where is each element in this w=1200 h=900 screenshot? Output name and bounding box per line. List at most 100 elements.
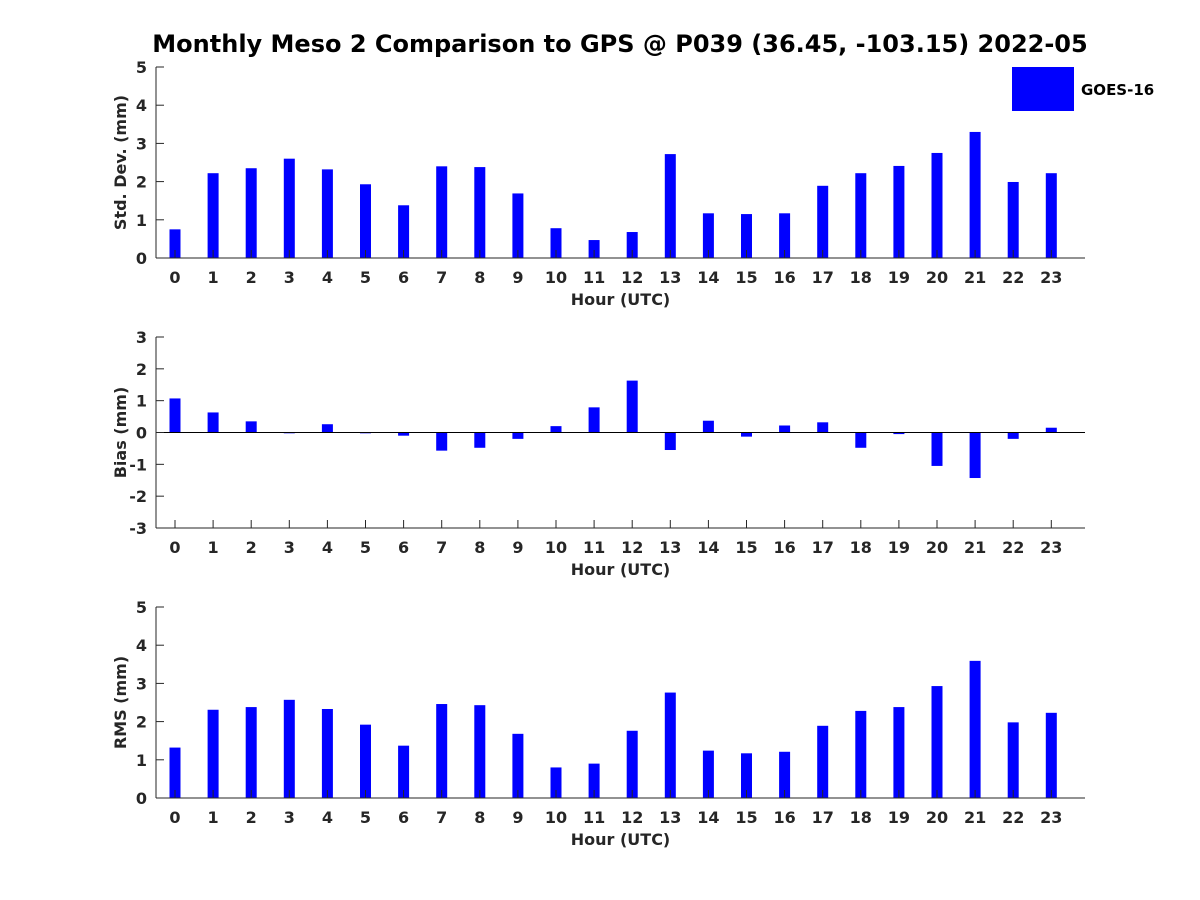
std-dev-bar-17 (817, 185, 829, 258)
rms-x-tick-label: 18 (850, 808, 872, 827)
bias-y-tick-label: -1 (129, 455, 147, 474)
bias-x-tick-label: 17 (812, 538, 834, 557)
std-dev-bar-21 (969, 131, 981, 258)
rms-x-tick-label: 1 (208, 808, 219, 827)
bias-x-tick-label: 1 (208, 538, 219, 557)
std-dev-x-tick-label: 13 (659, 268, 681, 287)
std-dev-bar-8 (474, 167, 486, 258)
bias-x-tick-label: 12 (621, 538, 643, 557)
std-dev-bar-0 (169, 229, 181, 258)
bias-x-tick-label: 8 (474, 538, 485, 557)
legend-label: GOES-16 (1081, 81, 1155, 99)
bias-x-tick-label: 22 (1002, 538, 1024, 557)
rms-y-tick-label: 5 (136, 598, 147, 617)
rms-bar-11 (588, 763, 600, 798)
bias-bar-7 (436, 432, 448, 451)
bias-x-tick-label: 23 (1040, 538, 1062, 557)
bias-bar-1 (207, 412, 219, 433)
rms-bar-13 (664, 692, 676, 798)
rms-x-tick-label: 20 (926, 808, 948, 827)
std-dev-bar-11 (588, 240, 600, 258)
bias-bar-13 (664, 432, 676, 451)
std-dev-bar-7 (436, 166, 448, 258)
rms-x-tick-label: 9 (512, 808, 523, 827)
rms-x-tick-label: 7 (436, 808, 447, 827)
rms-x-tick-label: 14 (697, 808, 719, 827)
std-dev-x-tick-label: 18 (850, 268, 872, 287)
std-dev-y-axis-label: Std. Dev. (mm) (111, 95, 130, 230)
bias-bar-23 (1045, 427, 1057, 433)
bias-bar-18 (855, 432, 867, 448)
rms-x-tick-label: 19 (888, 808, 910, 827)
rms-x-tick-label: 22 (1002, 808, 1024, 827)
bias-x-tick-label: 14 (697, 538, 719, 557)
std-dev-bar-4 (321, 169, 333, 258)
std-dev-x-tick-label: 9 (512, 268, 523, 287)
std-dev-x-tick-label: 19 (888, 268, 910, 287)
rms-x-tick-label: 12 (621, 808, 643, 827)
std-dev-x-tick-label: 22 (1002, 268, 1024, 287)
bias-x-tick-label: 11 (583, 538, 605, 557)
rms-x-tick-label: 15 (735, 808, 757, 827)
std-dev-x-tick-label: 7 (436, 268, 447, 287)
bias-bar-8 (474, 432, 486, 448)
std-dev-y-tick-label: 5 (136, 58, 147, 77)
rms-x-tick-label: 13 (659, 808, 681, 827)
std-dev-bar-1 (207, 173, 219, 258)
bias-y-tick-label: 2 (136, 360, 147, 379)
rms-x-tick-label: 16 (773, 808, 795, 827)
rms-x-tick-label: 17 (812, 808, 834, 827)
rms-x-tick-label: 6 (398, 808, 409, 827)
rms-x-tick-label: 23 (1040, 808, 1062, 827)
rms-bar-18 (855, 710, 867, 798)
std-dev-x-tick-label: 12 (621, 268, 643, 287)
rms-bar-6 (398, 745, 410, 798)
rms-bar-17 (817, 725, 829, 798)
std-dev-x-tick-label: 5 (360, 268, 371, 287)
std-dev-bar-14 (702, 213, 714, 258)
std-dev-bar-23 (1045, 173, 1057, 258)
rms-bar-15 (741, 753, 752, 798)
bias-bar-2 (245, 421, 257, 433)
bias-bar-22 (1007, 432, 1019, 439)
rms-x-tick-label: 4 (322, 808, 333, 827)
bias-x-tick-label: 18 (850, 538, 872, 557)
std-dev-bar-2 (245, 168, 257, 258)
bias-bar-10 (550, 426, 562, 433)
std-dev-x-tick-label: 6 (398, 268, 409, 287)
std-dev-x-tick-label: 4 (322, 268, 333, 287)
rms-x-tick-label: 5 (360, 808, 371, 827)
rms-y-tick-label: 0 (136, 789, 147, 808)
bias-y-axis-label: Bias (mm) (111, 387, 130, 479)
bias-bar-12 (626, 380, 638, 433)
std-dev-bar-13 (664, 154, 676, 258)
std-dev-bar-9 (512, 193, 524, 258)
bias-x-tick-label: 16 (773, 538, 795, 557)
std-dev-bar-18 (855, 173, 867, 258)
rms-bar-7 (436, 704, 448, 798)
rms-bar-3 (283, 699, 295, 798)
std-dev-x-tick-label: 23 (1040, 268, 1062, 287)
std-dev-bar-6 (398, 205, 410, 258)
rms-x-axis-label: Hour (UTC) (571, 830, 671, 849)
bias-bar-17 (817, 422, 829, 433)
bias-bar-11 (588, 407, 600, 433)
rms-x-tick-label: 8 (474, 808, 485, 827)
rms-x-tick-label: 0 (169, 808, 180, 827)
bias-bar-16 (779, 425, 791, 433)
bias-x-tick-label: 7 (436, 538, 447, 557)
bias-bar-19 (893, 432, 905, 435)
std-dev-x-axis-label: Hour (UTC) (571, 290, 671, 309)
rms-bar-16 (779, 751, 791, 798)
bias-bar-15 (741, 432, 752, 437)
std-dev-x-tick-label: 10 (545, 268, 567, 287)
std-dev-bar-15 (741, 214, 752, 258)
bias-bar-6 (398, 432, 410, 436)
rms-y-tick-label: 4 (136, 636, 147, 655)
std-dev-bar-19 (893, 165, 905, 258)
rms-bar-20 (931, 686, 943, 798)
std-dev-x-tick-label: 21 (964, 268, 986, 287)
bias-bar-21 (969, 432, 981, 479)
